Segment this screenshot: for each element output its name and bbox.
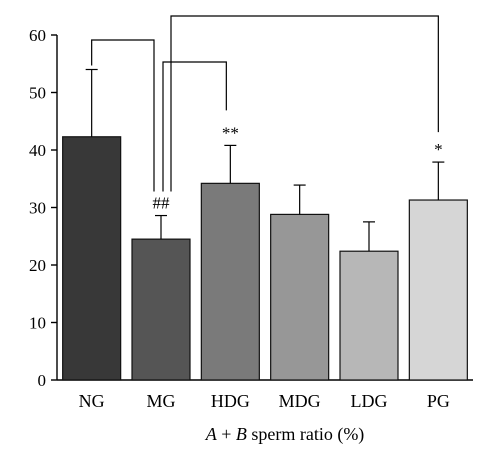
bracket-ng-mg <box>91 39 155 192</box>
bar-mdg <box>270 213 330 381</box>
bars-group <box>62 136 468 381</box>
brackets-group <box>91 15 439 192</box>
x-tick-label: HDG <box>211 391 250 411</box>
bracket-mg-hdg <box>162 61 227 192</box>
bar-pg <box>408 199 468 381</box>
significance-label: ** <box>222 123 239 142</box>
y-tick-label: 30 <box>29 199 46 218</box>
y-tick-label: 60 <box>29 26 46 45</box>
axes-group: 0 10 20 30 40 50 60 <box>29 26 473 390</box>
bar-ng <box>62 136 122 381</box>
y-tick-label: 0 <box>38 371 47 390</box>
x-axis-title: A + B sperm ratio (%) <box>205 424 365 445</box>
labels-group: NG MG ## HDG ** MDG LDG PG * <box>79 123 450 411</box>
significance-label: * <box>434 140 443 159</box>
x-tick-label: MDG <box>279 391 321 411</box>
bar-mg <box>131 238 191 381</box>
bracket-mg-pg <box>170 15 439 192</box>
y-tick-label: 50 <box>29 84 46 103</box>
y-tick-label: 20 <box>29 256 46 275</box>
bar-ldg <box>339 250 399 381</box>
significance-label: ## <box>153 194 171 213</box>
bar-hdg <box>200 182 260 381</box>
y-tick-label: 10 <box>29 314 46 333</box>
y-tick-label: 40 <box>29 141 46 160</box>
error-bars-group <box>85 68 445 252</box>
x-tick-label: LDG <box>351 391 388 411</box>
x-tick-label: NG <box>79 391 105 411</box>
x-tick-label: MG <box>146 391 175 411</box>
x-tick-label: PG <box>427 391 450 411</box>
